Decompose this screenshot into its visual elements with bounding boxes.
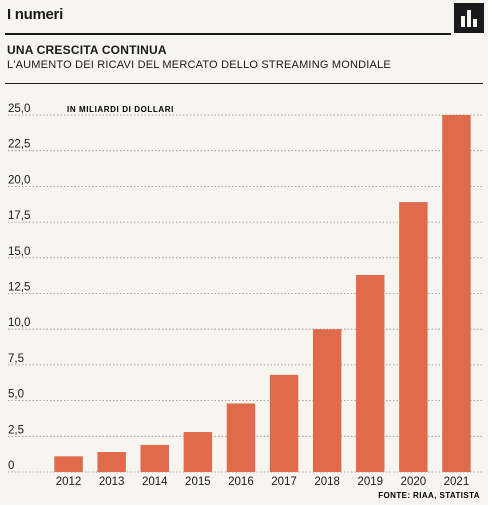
y-tick-label: 22,5	[8, 139, 30, 151]
y-tick-label: 17,5	[8, 210, 30, 222]
bar-2016	[226, 403, 256, 472]
bar-2020	[399, 202, 428, 472]
x-tick-label: 2014	[142, 476, 168, 488]
header-divider	[5, 33, 451, 35]
header: I numeri	[0, 0, 488, 37]
bars	[54, 115, 471, 472]
y-axis-unit-label: IN MILIARDI DI DOLLARI	[67, 105, 174, 114]
x-tick-label: 2018	[314, 476, 340, 488]
x-tick-labels: 2012 2013 2014 2015 2016 2017 2018 2019 2020 2021	[56, 476, 469, 488]
section-label: I numeri	[7, 6, 63, 23]
x-tick-label: 2021	[444, 476, 470, 488]
x-tick-label: 2015	[185, 476, 211, 488]
bar-2017	[269, 374, 299, 472]
y-tick-labels: 0 2,5 5,0 7,5 10,0 12,5 15,0 17,5 20,0 22,5 25,0	[8, 103, 30, 472]
y-tick-label: 20,0	[8, 174, 30, 186]
bar-2018	[312, 329, 342, 472]
y-tick-label: 25,0	[8, 103, 30, 115]
y-tick-label: 2,5	[8, 424, 24, 436]
chart-subtitle: L'AUMENTO DEI RICAVI DEL MERCATO DELLO S…	[7, 59, 391, 71]
x-tick-label: 2017	[271, 476, 297, 488]
subtitle-divider	[5, 83, 483, 84]
x-tick-label: 2013	[99, 476, 125, 488]
chart-title: UNA CRESCITA CONTINUA	[7, 43, 167, 57]
x-tick-label: 2012	[56, 476, 82, 488]
y-tick-label: 7,5	[8, 353, 24, 365]
x-tick-label: 2019	[357, 476, 383, 488]
bar-2014	[140, 444, 169, 472]
y-tick-label: 15,0	[8, 246, 30, 258]
bar-chart-icon	[454, 3, 484, 33]
bar-2012	[54, 456, 83, 472]
y-tick-label: 0	[8, 460, 14, 472]
x-tick-label: 2016	[228, 476, 254, 488]
y-tick-label: 10,0	[8, 317, 30, 329]
bar-2013	[97, 452, 126, 472]
x-tick-label: 2020	[401, 476, 427, 488]
bar-2021	[442, 115, 471, 472]
y-tick-label: 5,0	[8, 389, 24, 401]
bar-2015	[183, 432, 213, 472]
source-note: FONTE: RIAA, STATISTA	[378, 491, 480, 500]
bar-2019	[356, 274, 385, 472]
y-tick-label: 12,5	[8, 282, 30, 294]
